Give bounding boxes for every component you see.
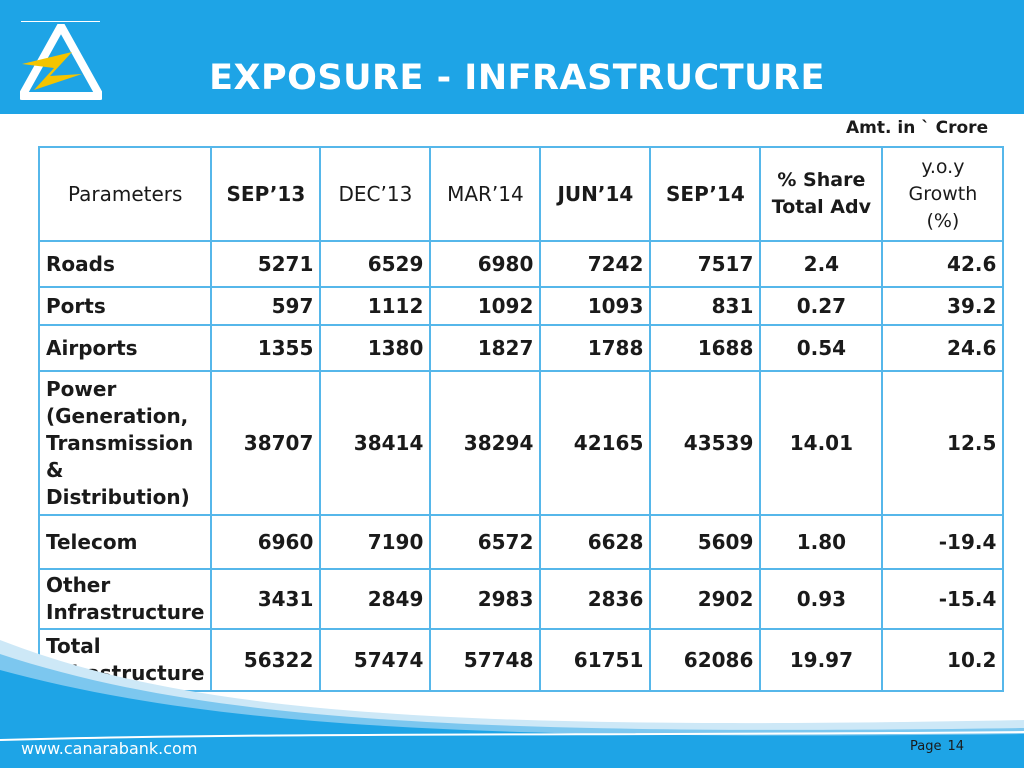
header-sep14: SEP’14 bbox=[649, 146, 762, 242]
value-cell: 38294 bbox=[429, 370, 542, 516]
header-dec13: DEC’13 bbox=[319, 146, 432, 242]
growth-cell: 39.2 bbox=[881, 286, 1005, 326]
share-cell: 0.93 bbox=[759, 568, 884, 630]
value-cell: 38414 bbox=[319, 370, 432, 516]
header-share-line-1: % Share bbox=[777, 169, 866, 191]
growth-cell: -15.4 bbox=[881, 568, 1005, 630]
table-row: Other Infrastructure 3431 2849 2983 2836 2902 0… bbox=[37, 568, 1005, 630]
row-label-line: Transmission bbox=[46, 430, 194, 455]
amount-unit-note: Amt. in ` Crore bbox=[846, 118, 989, 138]
header-share-total-adv: % Share Total Adv bbox=[759, 146, 884, 242]
table-header-row: Parameters SEP’13 DEC’13 MAR’14 JUN’14 S… bbox=[37, 146, 1005, 242]
row-label-line: Distribution) bbox=[46, 484, 190, 509]
row-label: Ports bbox=[37, 286, 213, 326]
table-row: Telecom 6960 7190 6572 6628 5609 1.80 -19.4 bbox=[37, 514, 1005, 570]
growth-cell: -19.4 bbox=[881, 514, 1005, 570]
value-cell: 597 bbox=[210, 286, 322, 326]
share-cell: 19.97 bbox=[759, 628, 884, 692]
growth-cell: 24.6 bbox=[881, 324, 1005, 372]
value-cell: 1788 bbox=[539, 324, 652, 372]
infrastructure-exposure-table: Parameters SEP’13 DEC’13 MAR’14 JUN’14 S… bbox=[37, 146, 1005, 692]
value-cell: 1093 bbox=[539, 286, 652, 326]
value-cell: 1355 bbox=[210, 324, 322, 372]
table-row: Airports 1355 1380 1827 1788 1688 0.54 24.6 bbox=[37, 324, 1005, 372]
value-cell: 6960 bbox=[210, 514, 322, 570]
row-label-line: Power bbox=[46, 376, 117, 401]
row-label: Airports bbox=[37, 324, 213, 372]
header-jun14: JUN’14 bbox=[539, 146, 652, 242]
header-yoy-growth: y.o.y Growth (%) bbox=[881, 146, 1005, 242]
value-cell: 42165 bbox=[539, 370, 652, 516]
row-label-line: Airports bbox=[46, 335, 138, 360]
value-cell: 62086 bbox=[649, 628, 762, 692]
value-cell: 61751 bbox=[539, 628, 652, 692]
header-mar14: MAR’14 bbox=[429, 146, 542, 242]
value-cell: 7517 bbox=[649, 240, 762, 288]
footer-website-link[interactable]: www.canarabank.com bbox=[21, 739, 198, 758]
value-cell: 38707 bbox=[210, 370, 322, 516]
page-label: Page bbox=[910, 739, 942, 754]
row-label: Telecom bbox=[37, 514, 213, 570]
value-cell: 6628 bbox=[539, 514, 652, 570]
value-cell: 2983 bbox=[429, 568, 542, 630]
value-cell: 1688 bbox=[649, 324, 762, 372]
value-cell: 6529 bbox=[319, 240, 432, 288]
share-cell: 14.01 bbox=[759, 370, 884, 516]
value-cell: 3431 bbox=[210, 568, 322, 630]
value-cell: 1380 bbox=[319, 324, 432, 372]
page-number-value: 14 bbox=[947, 739, 965, 754]
growth-cell: 42.6 bbox=[881, 240, 1005, 288]
row-label-line: Infrastructure bbox=[46, 600, 205, 624]
value-cell: 2836 bbox=[539, 568, 652, 630]
share-cell: 2.4 bbox=[759, 240, 884, 288]
header-band bbox=[0, 0, 1024, 114]
table-row: Power (Generation, Transmission & Distributi… bbox=[37, 370, 1005, 516]
value-cell: 5609 bbox=[649, 514, 762, 570]
value-cell: 831 bbox=[649, 286, 762, 326]
table-row: Ports 597 1112 1092 1093 831 0.27 39.2 bbox=[37, 286, 1005, 326]
page-title: EXPOSURE - INFRASTRUCTURE bbox=[209, 58, 825, 98]
growth-cell: 10.2 bbox=[881, 628, 1005, 692]
value-cell: 56322 bbox=[210, 628, 322, 692]
canara-bank-logo-icon bbox=[20, 24, 102, 100]
row-label-line: Roads bbox=[46, 251, 115, 276]
row-label: Roads bbox=[37, 240, 213, 288]
row-label-line: (Generation, bbox=[46, 403, 189, 428]
footer-wave bbox=[0, 640, 1024, 768]
header-growth-line-2: Growth bbox=[908, 182, 978, 205]
page-number: Page 14 bbox=[910, 739, 964, 754]
growth-cell: 12.5 bbox=[881, 370, 1005, 516]
row-label: Power (Generation, Transmission & Distributi… bbox=[37, 370, 213, 516]
header-share-line-2: Total Adv bbox=[771, 196, 871, 218]
share-cell: 0.54 bbox=[759, 324, 884, 372]
value-cell: 7242 bbox=[539, 240, 652, 288]
header-growth-line-1: y.o.y bbox=[921, 155, 965, 178]
row-label: Other Infrastructure bbox=[37, 568, 213, 630]
header-parameters: Parameters bbox=[37, 146, 213, 242]
value-cell: 43539 bbox=[649, 370, 762, 516]
header-sep13: SEP’13 bbox=[210, 146, 322, 242]
value-cell: 2849 bbox=[319, 568, 432, 630]
value-cell: 7190 bbox=[319, 514, 432, 570]
value-cell: 57748 bbox=[429, 628, 542, 692]
row-label-line: Other bbox=[46, 573, 111, 597]
row-label-line: & bbox=[46, 457, 64, 482]
value-cell: 1112 bbox=[319, 286, 432, 326]
value-cell: 2902 bbox=[649, 568, 762, 630]
table-row: Roads 5271 6529 6980 7242 7517 2.4 42.6 bbox=[37, 240, 1005, 288]
value-cell: 6572 bbox=[429, 514, 542, 570]
value-cell: 5271 bbox=[210, 240, 322, 288]
value-cell: 1092 bbox=[429, 286, 542, 326]
logo-divider bbox=[21, 21, 100, 22]
row-label-line: Telecom bbox=[46, 529, 138, 554]
value-cell: 6980 bbox=[429, 240, 542, 288]
share-cell: 1.80 bbox=[759, 514, 884, 570]
header-growth-line-3: (%) bbox=[926, 209, 960, 232]
row-label-line: Total bbox=[46, 634, 101, 658]
value-cell: 57474 bbox=[319, 628, 432, 692]
row-label-line: Ports bbox=[46, 293, 106, 318]
value-cell: 1827 bbox=[429, 324, 542, 372]
share-cell: 0.27 bbox=[759, 286, 884, 326]
